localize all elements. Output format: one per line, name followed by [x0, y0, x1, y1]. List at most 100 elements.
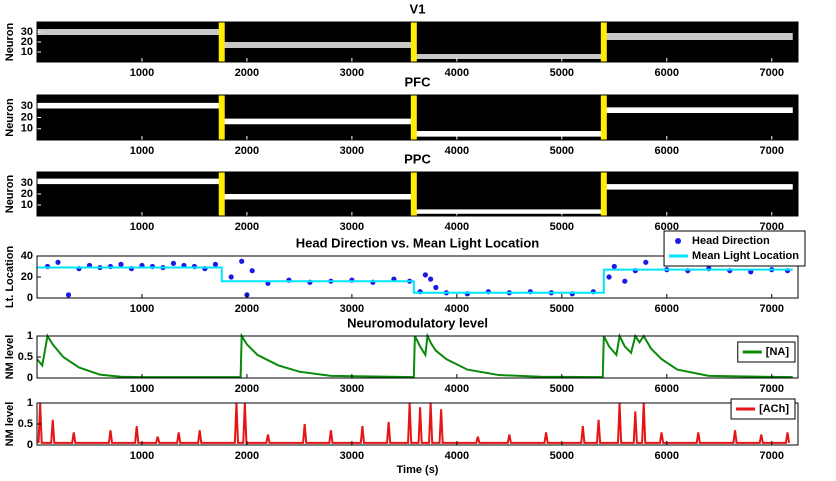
- x-tick-label: 2000: [235, 383, 259, 395]
- legend-label: Mean Light Location: [692, 250, 799, 262]
- legend-box: [730, 398, 796, 420]
- activity-band: [37, 178, 222, 185]
- y-tick-label: 0.5: [18, 418, 33, 430]
- x-tick-label: 3000: [340, 383, 364, 395]
- x-tick-label: 5000: [550, 67, 574, 79]
- y-axis-label: NM level: [4, 335, 16, 380]
- legend-label: [NA]: [766, 346, 790, 358]
- x-tick-label: 7000: [760, 383, 784, 395]
- activity-band: [413, 54, 604, 59]
- x-tick-label: 2000: [235, 450, 259, 462]
- activity-band: [221, 118, 414, 125]
- x-tick-label: 3000: [340, 450, 364, 462]
- activity-band: [37, 29, 222, 35]
- x-tick-label: 4000: [445, 221, 469, 233]
- x-tick-label: 4000: [445, 145, 469, 157]
- series-line: [37, 266, 793, 294]
- plot-frame: [36, 255, 799, 299]
- y-axis-label: Lt. Location: [4, 246, 16, 309]
- x-tick-label: 5000: [550, 221, 574, 233]
- x-tick-label: 2000: [235, 145, 259, 157]
- data-point: [606, 274, 612, 280]
- activity-band: [413, 131, 604, 137]
- x-tick-label: 2000: [235, 67, 259, 79]
- x-tick-label: 4000: [445, 303, 469, 315]
- y-tick-label: 10: [21, 199, 33, 211]
- panel-title: Head Direction vs. Mean Light Location: [296, 235, 539, 250]
- y-tick-label: 20: [21, 188, 33, 200]
- plot-frame: [36, 171, 799, 217]
- data-point: [643, 259, 649, 265]
- y-tick-label: 0: [27, 439, 33, 451]
- x-tick-label: 2000: [235, 221, 259, 233]
- x-tick-label: 6000: [655, 67, 679, 79]
- data-point: [428, 276, 434, 282]
- context-switch-marker: [600, 172, 607, 216]
- legend-label: Head Direction: [692, 235, 770, 247]
- activity-band: [603, 33, 793, 40]
- activity-band: [221, 194, 414, 200]
- data-point: [422, 272, 428, 278]
- y-tick-label: 10: [21, 46, 33, 58]
- activity-band: [221, 42, 414, 48]
- x-tick-label: 1000: [130, 221, 154, 233]
- x-axis-label: Time (s): [397, 464, 439, 476]
- y-axis-label: Neuron: [4, 22, 16, 61]
- context-switch-marker: [410, 22, 417, 62]
- x-tick-label: 5000: [550, 145, 574, 157]
- data-point: [622, 278, 628, 284]
- y-tick-label: 30: [21, 26, 33, 38]
- x-tick-label: 3000: [340, 145, 364, 157]
- x-tick-label: 1000: [130, 450, 154, 462]
- x-tick-label: 5000: [550, 450, 574, 462]
- x-tick-label: 6000: [655, 383, 679, 395]
- x-tick-label: 6000: [655, 145, 679, 157]
- x-tick-label: 4000: [445, 67, 469, 79]
- x-tick-label: 7000: [760, 145, 784, 157]
- x-tick-label: 1000: [130, 67, 154, 79]
- context-switch-marker: [218, 172, 225, 216]
- panel-title: PPC: [404, 151, 431, 166]
- x-tick-label: 1000: [130, 303, 154, 315]
- x-tick-label: 1000: [130, 383, 154, 395]
- data-point: [118, 261, 124, 267]
- panel-title: Neuromodulatory level: [347, 315, 488, 330]
- y-tick-label: 10: [21, 123, 33, 135]
- x-tick-label: 6000: [655, 450, 679, 462]
- y-axis-label: NM level: [4, 402, 16, 447]
- y-tick-label: 30: [21, 100, 33, 112]
- y-axis-label: Neuron: [4, 98, 16, 137]
- x-tick-label: 7000: [760, 450, 784, 462]
- x-tick-label: 5000: [550, 383, 574, 395]
- context-switch-marker: [600, 95, 607, 140]
- legend-box: [737, 341, 796, 363]
- x-tick-label: 7000: [760, 303, 784, 315]
- data-point: [249, 268, 255, 274]
- series-line: [36, 332, 793, 379]
- plot-frame: [36, 335, 799, 379]
- context-switch-marker: [218, 95, 225, 140]
- legend-symbol: [675, 238, 682, 244]
- x-tick-label: 7000: [760, 221, 784, 233]
- legend-box: [663, 230, 806, 267]
- plot-background: [37, 403, 798, 445]
- activity-band: [37, 102, 222, 109]
- y-tick-label: 0: [27, 292, 33, 304]
- plot-frame: [36, 21, 799, 63]
- data-point: [433, 284, 439, 291]
- y-tick-label: 1: [27, 397, 33, 409]
- x-tick-label: 6000: [655, 221, 679, 233]
- x-tick-label: 1000: [130, 145, 154, 157]
- data-point: [65, 292, 72, 298]
- y-tick-label: 30: [21, 177, 33, 189]
- y-tick-label: 20: [21, 36, 33, 48]
- y-tick-label: 0: [27, 372, 33, 384]
- y-tick-label: 40: [21, 250, 33, 262]
- panel-title: V1: [410, 1, 426, 16]
- x-tick-label: 3000: [340, 67, 364, 79]
- y-axis-label: Neuron: [4, 174, 16, 213]
- panel-title: PFC: [405, 74, 432, 89]
- context-switch-marker: [410, 172, 417, 216]
- y-tick-label: 1: [27, 330, 33, 342]
